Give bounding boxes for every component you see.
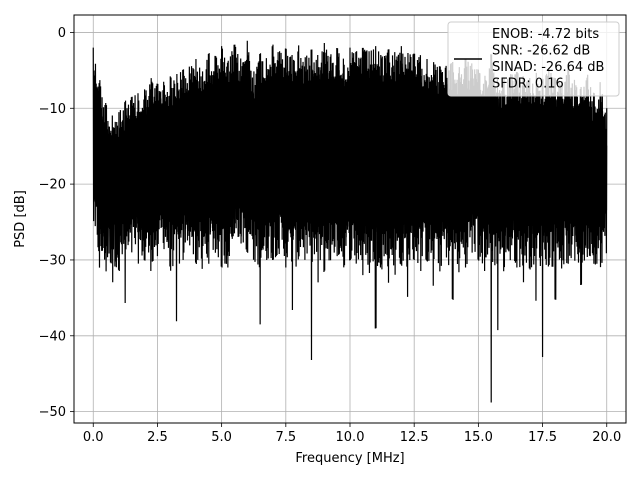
x-tick-label: 0.0 (83, 430, 104, 445)
x-tick-label: 10.0 (336, 430, 365, 445)
axis-ticks: 0.0 2.5 5.0 7.5 10.0 12.5 15.0 17.5 20.0 0 −10 −20 −… (39, 26, 622, 445)
psd-series (92, 40, 608, 403)
x-tick-label: 17.5 (528, 430, 557, 445)
legend-entry-snr: SNR: -26.62 dB (492, 44, 590, 59)
y-tick-label: −50 (39, 405, 66, 420)
legend-entry-sfdr: SFDR: 0.16 (492, 77, 564, 92)
x-tick-label: 15.0 (464, 430, 493, 445)
y-tick-label: −10 (39, 102, 66, 117)
y-tick-label: −30 (39, 253, 66, 268)
y-axis-label: PSD [dB] (13, 190, 28, 248)
x-axis-label: Frequency [MHz] (295, 451, 404, 466)
legend-entry-sinad: SINAD: -26.64 dB (492, 60, 604, 75)
legend-entry-enob: ENOB: -4.72 bits (492, 27, 599, 42)
x-tick-label: 5.0 (211, 430, 232, 445)
y-tick-label: 0 (58, 26, 66, 41)
y-tick-label: −20 (39, 178, 66, 193)
legend-box (447, 21, 620, 97)
x-tick-label: 2.5 (147, 430, 168, 445)
x-tick-label: 12.5 (400, 430, 429, 445)
x-tick-label: 7.5 (275, 430, 296, 445)
psd-line (92, 40, 608, 403)
legend: ENOB: -4.72 bits SNR: -26.62 dB SINAD: -… (447, 21, 620, 97)
y-tick-label: −40 (39, 329, 66, 344)
x-tick-label: 20.0 (592, 430, 621, 445)
